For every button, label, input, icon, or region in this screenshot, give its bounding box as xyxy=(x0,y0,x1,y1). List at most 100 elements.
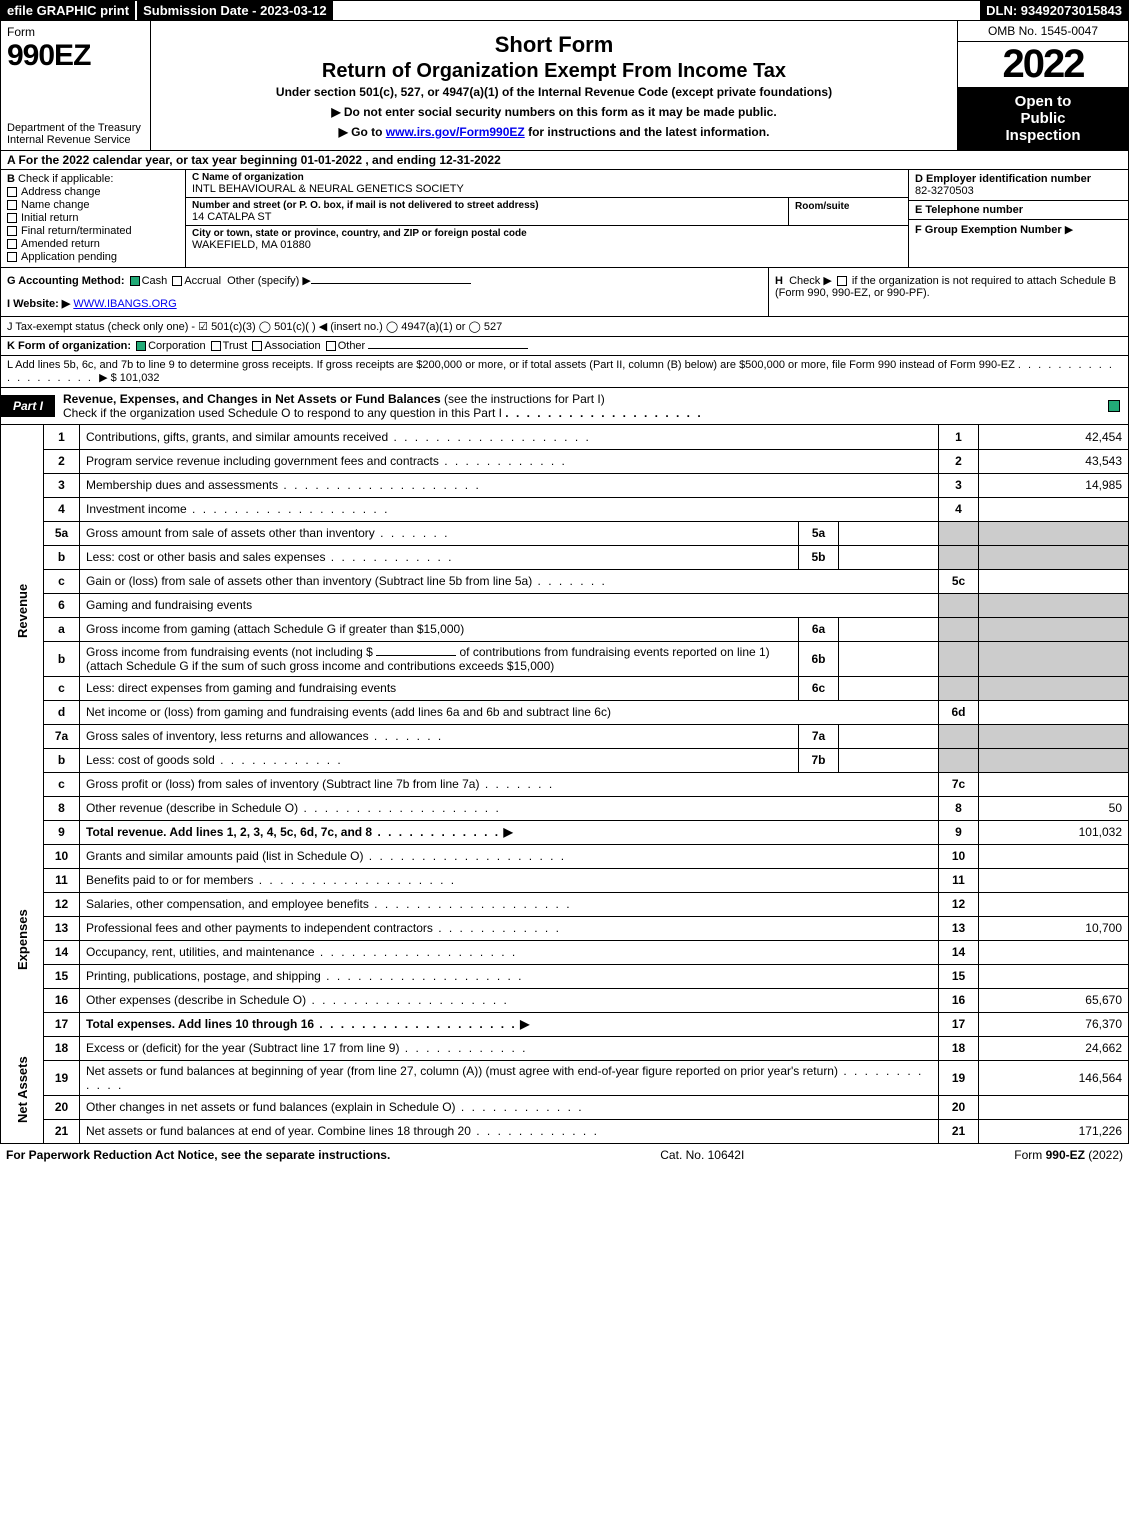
sub-indicator: 6c xyxy=(799,676,839,700)
line-amount xyxy=(979,892,1129,916)
line-6d: d Net income or (loss) from gaming and f… xyxy=(1,700,1129,724)
k-other-fill[interactable] xyxy=(368,348,528,349)
city-label: City or town, state or province, country… xyxy=(192,228,902,239)
line-indicator: 1 xyxy=(939,425,979,449)
checkbox-icon[interactable] xyxy=(7,252,17,262)
line-desc: Occupancy, rent, utilities, and maintena… xyxy=(80,940,939,964)
chk-trust-icon[interactable] xyxy=(211,341,221,351)
chk-final-return[interactable]: Final return/terminated xyxy=(7,225,179,237)
chk-name-change[interactable]: Name change xyxy=(7,199,179,211)
checkbox-cash-icon[interactable] xyxy=(130,276,140,286)
g-other-fill[interactable] xyxy=(311,283,471,284)
address-label: Number and street (or P. O. box, if mail… xyxy=(192,200,782,211)
line-amount: 65,670 xyxy=(979,988,1129,1012)
line-num: c xyxy=(44,772,80,796)
line-num: 18 xyxy=(44,1036,80,1060)
line-amount xyxy=(979,569,1129,593)
line-4: 4 Investment income 4 xyxy=(1,497,1129,521)
website-link[interactable]: WWW.IBANGS.ORG xyxy=(73,298,176,310)
line-desc: Excess or (deficit) for the year (Subtra… xyxy=(80,1036,939,1060)
line-num: 20 xyxy=(44,1095,80,1119)
l6b-fill[interactable] xyxy=(376,655,456,656)
chk-label: Application pending xyxy=(21,251,117,263)
header-center: Short Form Return of Organization Exempt… xyxy=(151,21,958,150)
footer-r3: (2022) xyxy=(1085,1148,1123,1162)
part1-title-block: Revenue, Expenses, and Changes in Net As… xyxy=(55,388,1108,424)
line-16: 16 Other expenses (describe in Schedule … xyxy=(1,988,1129,1012)
sub-amount xyxy=(839,748,939,772)
checkbox-icon[interactable] xyxy=(7,226,17,236)
chk-address-change[interactable]: Address change xyxy=(7,186,179,198)
line-num: 6 xyxy=(44,593,80,617)
line-indicator: 17 xyxy=(939,1012,979,1036)
form-word: Form xyxy=(7,25,144,39)
line-desc: Gaming and fundraising events xyxy=(80,593,939,617)
line-indicator: 19 xyxy=(939,1060,979,1095)
g-other: Other (specify) ▶ xyxy=(227,275,311,287)
checkbox-icon[interactable] xyxy=(7,187,17,197)
line-15: 15 Printing, publications, postage, and … xyxy=(1,964,1129,988)
org-name-label: C Name of organization xyxy=(192,172,902,183)
line-desc: Program service revenue including govern… xyxy=(80,449,939,473)
line-desc: Less: cost of goods sold xyxy=(80,748,799,772)
part1-title: Revenue, Expenses, and Changes in Net As… xyxy=(63,392,441,406)
line-desc: Membership dues and assessments xyxy=(80,473,939,497)
column-b: B Check if applicable: Address change Na… xyxy=(1,170,186,267)
room-label: Room/suite xyxy=(795,201,849,212)
line-6c: c Less: direct expenses from gaming and … xyxy=(1,676,1129,700)
chk-initial-return[interactable]: Initial return xyxy=(7,212,179,224)
open-line3: Inspection xyxy=(962,127,1124,144)
line-desc: Less: direct expenses from gaming and fu… xyxy=(80,676,799,700)
line-num: 8 xyxy=(44,796,80,820)
line-amount xyxy=(979,497,1129,521)
checkbox-icon[interactable] xyxy=(7,200,17,210)
row-k: K Form of organization: Corporation Trus… xyxy=(0,337,1129,356)
checkbox-icon[interactable] xyxy=(7,239,17,249)
line-desc: Investment income xyxy=(80,497,939,521)
grey-cell xyxy=(979,521,1129,545)
line-indicator: 4 xyxy=(939,497,979,521)
chk-corporation-icon[interactable] xyxy=(136,341,146,351)
line-amount: 50 xyxy=(979,796,1129,820)
i-label: I Website: ▶ xyxy=(7,298,70,310)
form-number: 990EZ xyxy=(7,39,144,73)
chk-application-pending[interactable]: Application pending xyxy=(7,251,179,263)
chk-amended-return[interactable]: Amended return xyxy=(7,238,179,250)
chk-association-icon[interactable] xyxy=(252,341,262,351)
group-exempt-block: F Group Exemption Number ▶ xyxy=(909,220,1128,239)
line-desc: Gross income from fundraising events (no… xyxy=(80,641,799,676)
line-num: 4 xyxy=(44,497,80,521)
line-7b: b Less: cost of goods sold 7b xyxy=(1,748,1129,772)
line-12: 12 Salaries, other compensation, and emp… xyxy=(1,892,1129,916)
grey-cell xyxy=(939,521,979,545)
line-desc: Professional fees and other payments to … xyxy=(80,916,939,940)
sub-indicator: 7a xyxy=(799,724,839,748)
line-amount: 43,543 xyxy=(979,449,1129,473)
dots-icon xyxy=(505,406,702,420)
irs-link[interactable]: www.irs.gov/Form990EZ xyxy=(386,125,525,139)
part1-check-icon[interactable] xyxy=(1108,400,1120,412)
h-pre: H xyxy=(775,275,783,287)
line-num: 1 xyxy=(44,425,80,449)
line-amount xyxy=(979,964,1129,988)
line-num: 2 xyxy=(44,449,80,473)
checkbox-icon[interactable] xyxy=(7,213,17,223)
line-indicator: 8 xyxy=(939,796,979,820)
line-num: 5a xyxy=(44,521,80,545)
sub-indicator: 7b xyxy=(799,748,839,772)
sub-amount xyxy=(839,676,939,700)
line-num: 21 xyxy=(44,1119,80,1143)
line-indicator: 9 xyxy=(939,820,979,844)
line-amount xyxy=(979,844,1129,868)
line-indicator: 15 xyxy=(939,964,979,988)
part1-sub: Check if the organization used Schedule … xyxy=(63,406,502,420)
line-desc: Net income or (loss) from gaming and fun… xyxy=(80,700,939,724)
efile-label[interactable]: efile GRAPHIC print xyxy=(1,1,135,20)
chk-label: Name change xyxy=(21,199,90,211)
chk-other-icon[interactable] xyxy=(326,341,336,351)
tel-label: E Telephone number xyxy=(915,204,1122,216)
checkbox-h-icon[interactable] xyxy=(837,276,847,286)
checkbox-accrual-icon[interactable] xyxy=(172,276,182,286)
chk-label: Address change xyxy=(21,186,101,198)
department-label: Department of the Treasury Internal Reve… xyxy=(7,122,144,146)
